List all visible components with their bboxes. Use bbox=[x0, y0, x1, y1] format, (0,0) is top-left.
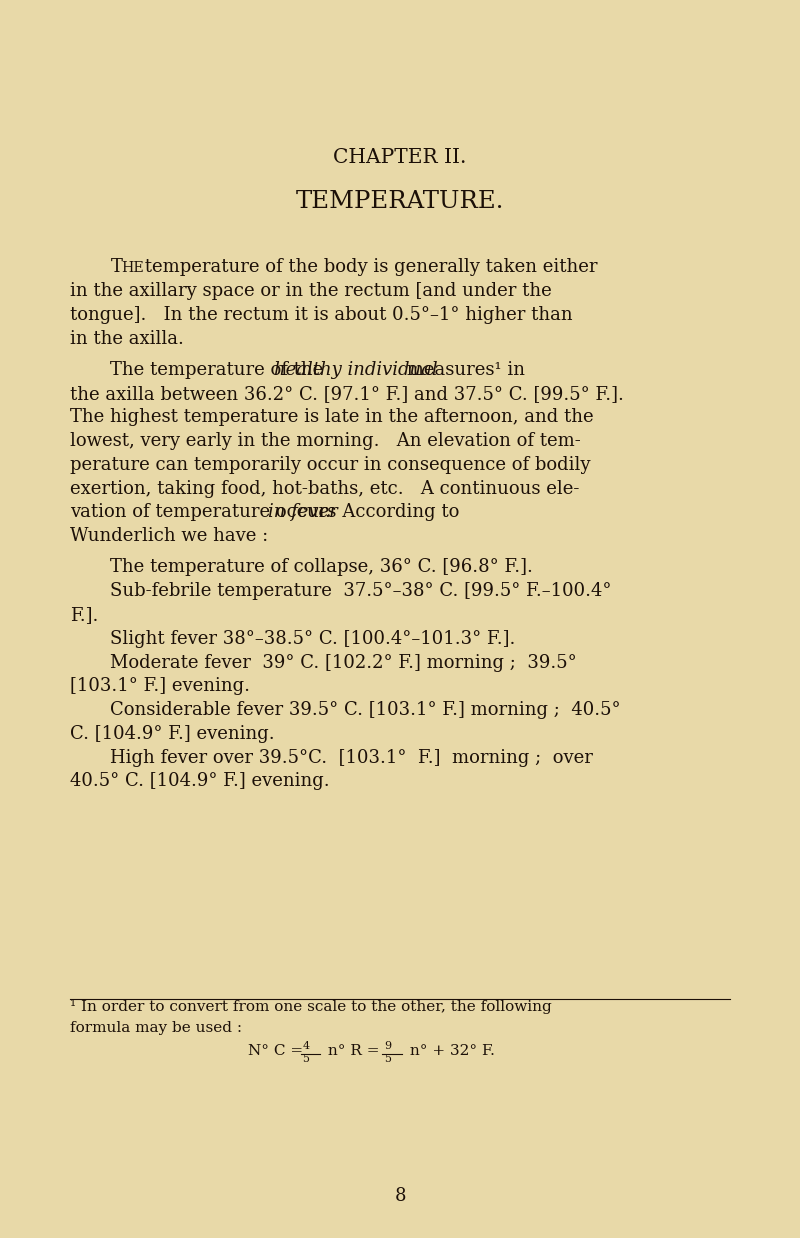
Text: perature can temporarily occur in consequence of bodily: perature can temporarily occur in conseq… bbox=[70, 456, 591, 474]
Text: 8: 8 bbox=[394, 1187, 406, 1205]
Text: ¹ In order to convert from one scale to the other, the following: ¹ In order to convert from one scale to … bbox=[70, 999, 552, 1014]
Text: T: T bbox=[110, 259, 122, 276]
Text: [103.1° F.] evening.: [103.1° F.] evening. bbox=[70, 677, 250, 696]
Text: Wunderlich we have :: Wunderlich we have : bbox=[70, 527, 269, 545]
Text: n° + 32° F.: n° + 32° F. bbox=[405, 1044, 494, 1057]
Text: in the axilla.: in the axilla. bbox=[70, 329, 184, 348]
Text: lowest, very early in the morning.   An elevation of tem-: lowest, very early in the morning. An el… bbox=[70, 432, 581, 451]
Text: Moderate fever  39° C. [102.2° F.] morning ;  39.5°: Moderate fever 39° C. [102.2° F.] mornin… bbox=[110, 654, 577, 671]
Text: 9: 9 bbox=[384, 1041, 391, 1051]
Text: temperature of the body is generally taken either: temperature of the body is generally tak… bbox=[139, 259, 598, 276]
Text: N° C =: N° C = bbox=[248, 1044, 308, 1057]
Text: Considerable fever 39.5° C. [103.1° F.] morning ;  40.5°: Considerable fever 39.5° C. [103.1° F.] … bbox=[110, 701, 621, 719]
Text: tongue].   In the rectum it is about 0.5°–1° higher than: tongue]. In the rectum it is about 0.5°–… bbox=[70, 306, 573, 324]
Text: formula may be used :: formula may be used : bbox=[70, 1021, 242, 1035]
Text: in fever: in fever bbox=[268, 504, 338, 521]
Text: 5: 5 bbox=[302, 1055, 310, 1065]
Text: measures¹ in: measures¹ in bbox=[401, 360, 525, 379]
Text: The temperature of collapse, 36° C. [96.8° F.].: The temperature of collapse, 36° C. [96.… bbox=[110, 558, 534, 577]
Text: in the axillary space or in the rectum [and under the: in the axillary space or in the rectum [… bbox=[70, 282, 552, 300]
Text: Sub-febrile temperature  37.5°–38° C. [99.5° F.–100.4°: Sub-febrile temperature 37.5°–38° C. [99… bbox=[110, 582, 612, 600]
Text: TEMPERATURE.: TEMPERATURE. bbox=[296, 189, 504, 213]
Text: the axilla between 36.2° C. [97.1° F.] and 37.5° C. [99.5° F.].: the axilla between 36.2° C. [97.1° F.] a… bbox=[70, 385, 624, 402]
Text: vation of temperature occurs: vation of temperature occurs bbox=[70, 504, 342, 521]
Text: exertion, taking food, hot-baths, etc.   A continuous ele-: exertion, taking food, hot-baths, etc. A… bbox=[70, 479, 580, 498]
Text: healthy individual: healthy individual bbox=[274, 360, 438, 379]
Text: C. [104.9° F.] evening.: C. [104.9° F.] evening. bbox=[70, 724, 275, 743]
Text: High fever over 39.5°C.  [103.1°  F.]  morning ;  over: High fever over 39.5°C. [103.1° F.] morn… bbox=[110, 749, 594, 766]
Text: F.].: F.]. bbox=[70, 605, 98, 624]
Text: 40.5° C. [104.9° F.] evening.: 40.5° C. [104.9° F.] evening. bbox=[70, 773, 330, 790]
Text: .  According to: . According to bbox=[325, 504, 459, 521]
Text: HE: HE bbox=[121, 261, 143, 275]
Text: The highest temperature is late in the afternoon, and the: The highest temperature is late in the a… bbox=[70, 409, 594, 426]
Text: Slight fever 38°–38.5° C. [100.4°–101.3° F.].: Slight fever 38°–38.5° C. [100.4°–101.3°… bbox=[110, 630, 516, 647]
Text: The temperature of the: The temperature of the bbox=[110, 360, 330, 379]
Text: 5: 5 bbox=[384, 1055, 391, 1065]
Text: 4: 4 bbox=[302, 1041, 310, 1051]
Text: n° R =: n° R = bbox=[323, 1044, 385, 1057]
Text: CHAPTER II.: CHAPTER II. bbox=[334, 149, 466, 167]
